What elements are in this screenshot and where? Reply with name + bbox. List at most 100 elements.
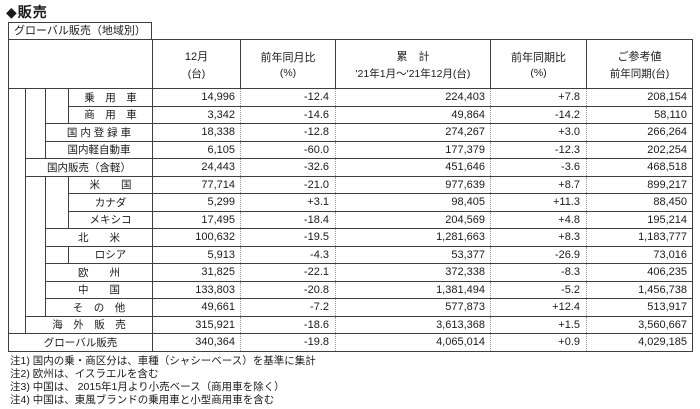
cell-yoy-pct: -12.3 <box>490 140 587 159</box>
cell-december-units: 3,342 <box>152 105 241 124</box>
cell-mom-pct: -18.6 <box>240 315 336 334</box>
row-china: 中 国 133,803 -20.8 1,381,494 -5.2 1,456,7… <box>9 280 693 299</box>
cell-december-units: 133,803 <box>152 280 241 299</box>
cell-december-units: 49,661 <box>152 298 241 317</box>
cell-december-units: 24,443 <box>152 158 241 177</box>
cell-reference-units: 1,456,738 <box>586 280 693 299</box>
cell-december-units: 340,364 <box>152 333 241 352</box>
row-commercial-vehicles: 商 用 車 3,342 -14.6 49,864 -14.2 58,110 <box>9 105 693 124</box>
cell-reference-units: 202,254 <box>586 140 693 159</box>
header-december-line2: (台) <box>187 67 206 80</box>
cell-yoy-pct: +11.3 <box>490 193 587 212</box>
row-label: カナダ <box>68 193 153 212</box>
row-domestic-mini: 国内軽自動車 6,105 -60.0 177,379 -12.3 202,254 <box>9 140 693 159</box>
cell-yoy-pct: +12.4 <box>490 298 587 317</box>
row-label: グローバル販売 <box>8 333 153 352</box>
cell-mom-pct: -7.2 <box>240 298 336 317</box>
cell-reference-units: 4,029,185 <box>586 333 693 352</box>
row-label: 海 外 販 売 <box>25 315 153 334</box>
cell-mom-pct: -19.8 <box>240 333 336 352</box>
cell-mom-pct: -14.6 <box>240 105 336 124</box>
row-label: 欧 州 <box>45 263 153 282</box>
footnotes: 注1) 国内の乗・商区分は、車種（シャシーベース）を基準に集計 注2) 欧州は、… <box>10 355 316 407</box>
footnote-3: 注3) 中国は、 2015年1月より小売ベース（商用車を除く） <box>10 381 285 393</box>
cell-reference-units: 195,214 <box>586 210 693 229</box>
cell-mom-pct: -19.5 <box>240 228 336 247</box>
page-title: ◆販売 <box>6 4 48 20</box>
cell-yoy-pct: +7.8 <box>490 88 587 107</box>
cell-december-units: 14,996 <box>152 88 241 107</box>
header-mom-line2: (%) <box>279 67 297 79</box>
row-overseas-total: 海 外 販 売 315,921 -18.6 3,613,368 +1.5 3,5… <box>9 315 693 334</box>
header-yoy-line2: (%) <box>530 67 547 79</box>
cell-mom-pct: -60.0 <box>240 140 336 159</box>
cell-cumulative-units: 49,864 <box>335 105 491 124</box>
row-mexico: メキシコ 17,495 -18.4 204,569 +4.8 195,214 <box>9 210 693 229</box>
cell-mom-pct: -18.4 <box>240 210 336 229</box>
row-label: 国内販売（含軽） <box>25 158 153 177</box>
header-reference-line1: ご参考値 <box>617 50 662 63</box>
cell-reference-units: 468,518 <box>586 158 693 177</box>
cell-reference-units: 406,235 <box>586 263 693 282</box>
row-label: 国 内 登 録 車 <box>45 123 153 142</box>
cell-mom-pct: -22.1 <box>240 263 336 282</box>
cell-cumulative-units: 977,639 <box>335 175 491 194</box>
cell-reference-units: 513,917 <box>586 298 693 317</box>
header-cumulative-line2: '21年1月～'21年12月(台) <box>355 67 471 80</box>
row-label: ロシア <box>68 245 153 264</box>
cell-december-units: 6,105 <box>152 140 241 159</box>
row-label: 商 用 車 <box>68 105 153 124</box>
row-europe: 欧 州 31,825 -22.1 372,338 -8.3 406,235 <box>9 263 693 282</box>
footnote-2: 注2) 欧州は、イスラエルを含む <box>10 368 159 380</box>
cell-december-units: 315,921 <box>152 315 241 334</box>
cell-reference-units: 208,154 <box>586 88 693 107</box>
indent-cell <box>25 88 46 159</box>
row-label: 中 国 <box>45 280 153 299</box>
indent-cell <box>45 175 69 229</box>
header-december-line1: 12月 <box>184 50 209 63</box>
cell-yoy-pct: -8.3 <box>490 263 587 282</box>
cell-cumulative-units: 53,377 <box>335 245 491 264</box>
cell-reference-units: 58,110 <box>586 105 693 124</box>
header-reference-line2: 前年同期(台) <box>609 67 670 80</box>
row-label: メキシコ <box>68 210 153 229</box>
cell-cumulative-units: 224,403 <box>335 88 491 107</box>
row-label: 北 米 <box>45 228 153 247</box>
footnote-4: 注4) 中国は、東風ブランドの乗用車と小型商用車を含む <box>10 394 275 406</box>
header-mom-line1: 前年同月比 <box>260 52 316 64</box>
cell-cumulative-units: 577,873 <box>335 298 491 317</box>
row-north-america: 北 米 100,632 -19.5 1,281,663 +8.3 1,183,7… <box>9 228 693 247</box>
header-yoy-line1: 前年同期比 <box>511 52 566 64</box>
cell-reference-units: 88,450 <box>586 193 693 212</box>
cell-cumulative-units: 204,569 <box>335 210 491 229</box>
row-usa: 米 国 77,714 -21.0 977,639 +8.7 899,217 <box>9 175 693 317</box>
row-global-total: グローバル販売 340,364 -19.8 4,065,014 +0.9 4,0… <box>8 333 693 352</box>
cell-cumulative-units: 274,267 <box>335 123 491 142</box>
header-label-cell <box>8 39 153 89</box>
indent-cell <box>8 88 26 334</box>
cell-mom-pct: -21.0 <box>240 175 336 194</box>
indent-cell <box>25 175 46 317</box>
row-label: 米 国 <box>68 175 153 194</box>
row-russia: ロシア 5,913 -4.3 53,377 -26.9 73,016 <box>9 245 693 264</box>
cell-december-units: 5,913 <box>152 245 241 264</box>
row-domestic-total: 国内販売（含軽） 24,443 -32.6 451,646 -3.6 468,5… <box>9 158 693 177</box>
header-reference: ご参考値 前年同期(台) <box>586 39 693 89</box>
footnote-1: 注1) 国内の乗・商区分は、車種（シャシーベース）を基準に集計 <box>10 355 316 367</box>
cell-cumulative-units: 98,405 <box>335 193 491 212</box>
row-label: 国内軽自動車 <box>45 140 153 159</box>
cell-reference-units: 899,217 <box>586 175 693 194</box>
cell-december-units: 31,825 <box>152 263 241 282</box>
cell-yoy-pct: +8.3 <box>490 228 587 247</box>
cell-mom-pct: -32.6 <box>240 158 336 177</box>
cell-mom-pct: -12.8 <box>240 123 336 142</box>
row-others: そ の 他 49,661 -7.2 577,873 +12.4 513,917 <box>9 298 693 317</box>
cell-yoy-pct: -14.2 <box>490 105 587 124</box>
indent-cell <box>45 245 69 264</box>
cell-cumulative-units: 4,065,014 <box>335 333 491 352</box>
cell-cumulative-units: 177,379 <box>335 140 491 159</box>
header-december: 12月 (台) <box>152 39 241 89</box>
cell-yoy-pct: -3.6 <box>490 158 587 177</box>
cell-reference-units: 266,264 <box>586 123 693 142</box>
